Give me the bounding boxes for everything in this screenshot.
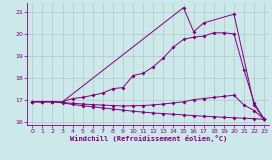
X-axis label: Windchill (Refroidissement éolien,°C): Windchill (Refroidissement éolien,°C) bbox=[70, 135, 227, 142]
